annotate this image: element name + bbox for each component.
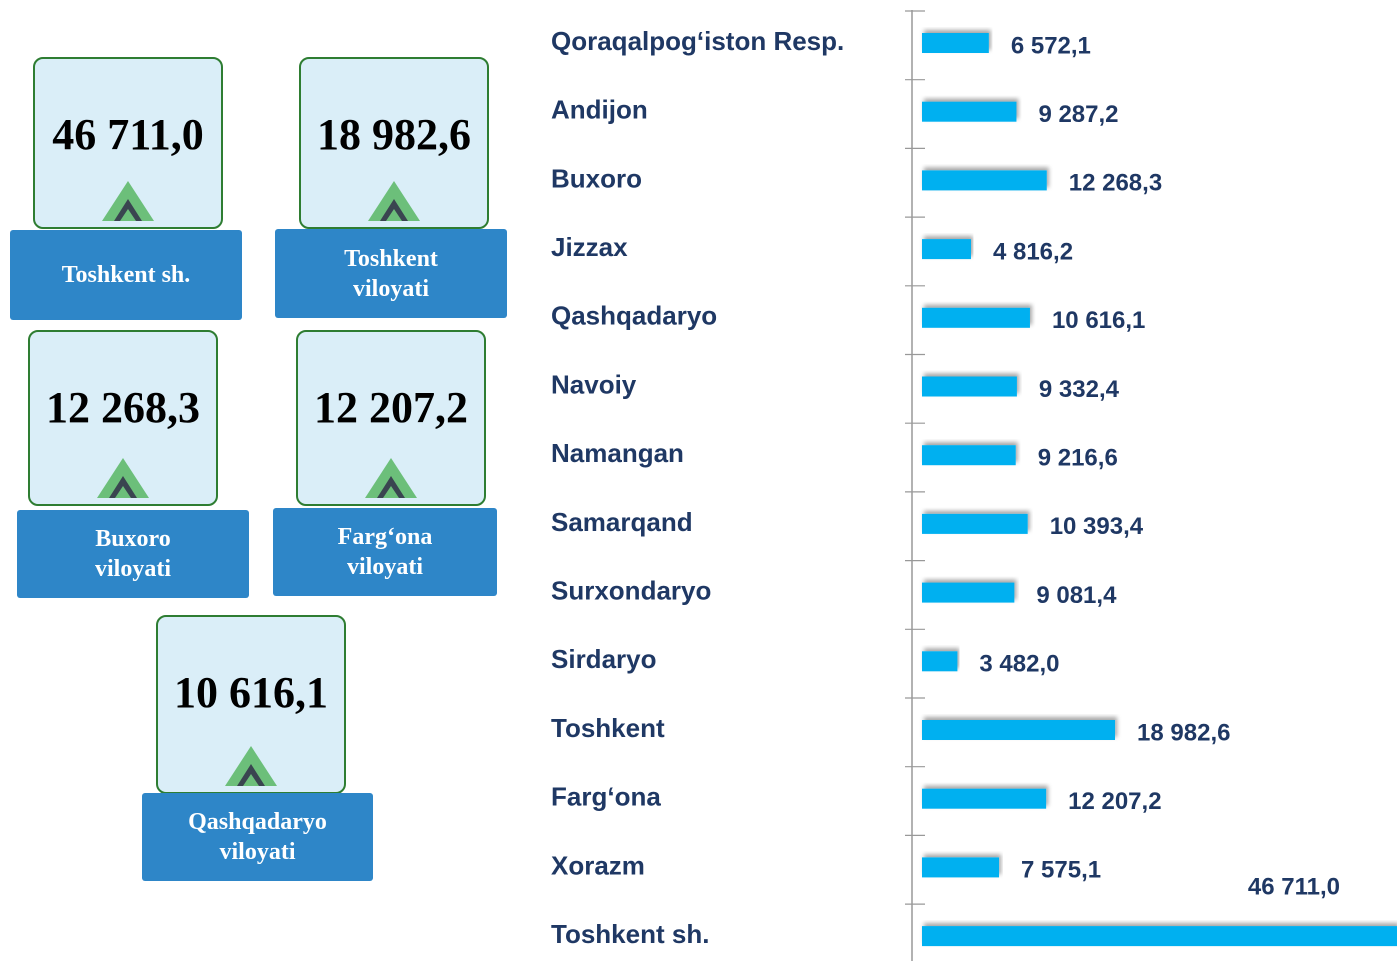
value-label: 9 332,4 bbox=[1039, 376, 1120, 403]
card-label: Toshkent sh. bbox=[61, 262, 191, 288]
card-label-box: Buxoro viloyati bbox=[17, 510, 249, 598]
category-label: Samarqand bbox=[551, 507, 693, 537]
value-label: 6 572,1 bbox=[1011, 32, 1091, 59]
category-label: Toshkent sh. bbox=[551, 919, 709, 949]
bar bbox=[922, 651, 958, 672]
card-label-box: Toshkent viloyati bbox=[275, 229, 507, 318]
bar bbox=[922, 170, 1047, 191]
bar bbox=[922, 445, 1016, 466]
bar bbox=[922, 376, 1017, 397]
value-label: 9 287,2 bbox=[1038, 101, 1118, 128]
bar bbox=[922, 857, 1000, 878]
bar bbox=[922, 513, 1028, 534]
value-label: 12 207,2 bbox=[1068, 788, 1161, 815]
value-label: 9 081,4 bbox=[1036, 582, 1117, 609]
card-label-box: Qashqadaryo viloyati bbox=[142, 793, 373, 881]
bar bbox=[922, 582, 1015, 603]
card-value: 46 711,0 bbox=[52, 110, 204, 159]
bar bbox=[922, 33, 989, 53]
value-label: 46 711,0 bbox=[1248, 873, 1340, 900]
value-label: 18 982,6 bbox=[1137, 719, 1230, 746]
bar bbox=[922, 101, 1017, 122]
bar bbox=[922, 788, 1047, 809]
card: 12 268,3 bbox=[28, 330, 218, 506]
bar bbox=[922, 307, 1030, 328]
card-value: 10 616,1 bbox=[174, 668, 328, 717]
category-label: Qashqadaryo bbox=[551, 301, 717, 331]
category-label: Andijon bbox=[551, 95, 648, 125]
value-label: 10 393,4 bbox=[1050, 513, 1144, 540]
value-label: 7 575,1 bbox=[1021, 857, 1101, 884]
up-icon bbox=[225, 746, 277, 786]
card-label-box: Toshkent sh. bbox=[10, 230, 242, 320]
bar bbox=[922, 720, 1116, 740]
up-icon bbox=[97, 458, 149, 498]
value-label: 9 216,6 bbox=[1038, 445, 1118, 472]
category-label: Farg‘ona bbox=[551, 782, 661, 812]
card-label: Farg‘ona viloyati bbox=[337, 524, 433, 580]
card-label: Buxoro viloyati bbox=[95, 526, 171, 582]
card-value: 18 982,6 bbox=[317, 110, 471, 159]
category-label: Sirdaryo bbox=[551, 644, 657, 674]
category-label: Qoraqalpog‘iston Resp. bbox=[551, 26, 844, 56]
card: 12 207,2 bbox=[296, 330, 486, 506]
category-label: Jizzax bbox=[551, 232, 628, 262]
category-label: Surxondaryo bbox=[551, 575, 711, 605]
card-label-box: Farg‘ona viloyati bbox=[273, 508, 497, 596]
card-label: Toshkent viloyati bbox=[344, 245, 438, 302]
category-label: Navoiy bbox=[551, 369, 637, 399]
value-label: 12 268,3 bbox=[1069, 170, 1162, 197]
up-icon bbox=[368, 181, 420, 221]
up-icon bbox=[365, 458, 417, 498]
bar bbox=[922, 926, 1397, 947]
card-label: Qashqadaryo viloyati bbox=[188, 809, 327, 865]
category-label: Buxoro bbox=[551, 163, 642, 193]
card: 10 616,1 bbox=[156, 615, 346, 794]
card-value: 12 268,3 bbox=[46, 383, 200, 432]
category-label: Namangan bbox=[551, 438, 684, 468]
card: 18 982,6 bbox=[299, 57, 489, 229]
category-label: Toshkent bbox=[551, 713, 665, 743]
category-label: Xorazm bbox=[551, 850, 645, 880]
value-label: 3 482,0 bbox=[979, 651, 1059, 678]
card-value: 12 207,2 bbox=[314, 383, 468, 432]
value-label: 4 816,2 bbox=[993, 238, 1073, 265]
card: 46 711,0 bbox=[33, 57, 223, 229]
up-icon bbox=[102, 181, 154, 221]
value-label: 10 616,1 bbox=[1052, 307, 1145, 334]
bar bbox=[922, 239, 971, 260]
